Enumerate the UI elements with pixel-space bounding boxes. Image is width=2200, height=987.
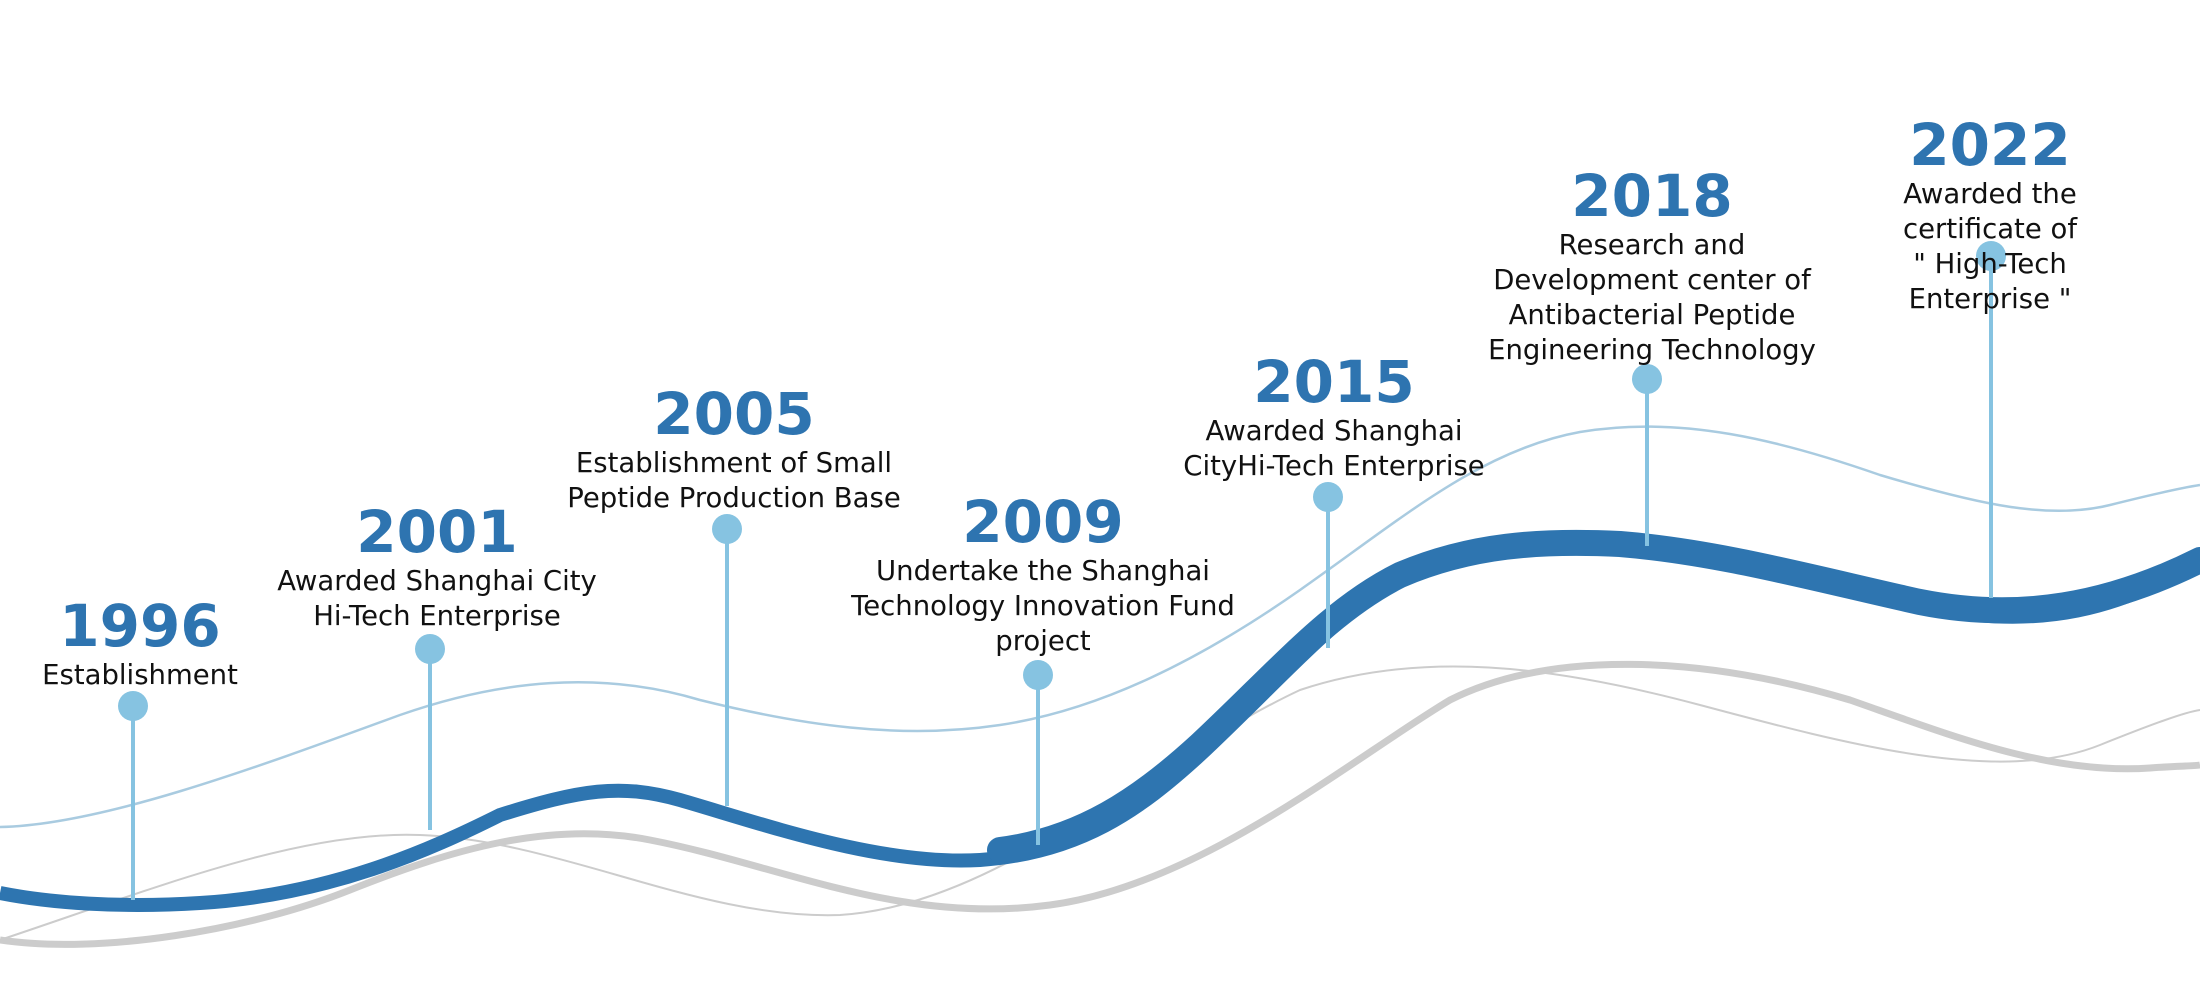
pin-dot-2001 [415, 634, 445, 664]
milestone-description: Research and Development center of Antib… [1488, 229, 1816, 366]
pin-dot-2018 [1632, 364, 1662, 394]
milestone-description: Awarded Shanghai City Hi-Tech Enterprise [277, 565, 597, 632]
milestone-2009: 2009 Undertake the Shanghai Technology I… [851, 490, 1235, 659]
milestone-2005: 2005 Establishment of Small Peptide Prod… [567, 382, 901, 516]
pin-dot-2022 [1976, 241, 2006, 271]
milestone-2018: 2018 Research and Development center of … [1488, 164, 1816, 368]
main-wave-thick-segment [987, 529, 2200, 863]
milestone-year: 2009 [962, 488, 1124, 556]
milestone-description: Undertake the Shanghai Technology Innova… [851, 555, 1235, 657]
pin-dot-2015 [1313, 482, 1343, 512]
pin-dot-2005 [712, 514, 742, 544]
milestone-year: 2005 [653, 380, 815, 448]
milestone-2015: 2015 Awarded Shanghai CityHi-Tech Enterp… [1183, 350, 1484, 484]
gray-wave-thick [0, 660, 2200, 948]
milestone-1996: 1996 Establishment [42, 594, 238, 693]
pins-layer [118, 241, 2006, 900]
milestone-year: 1996 [59, 592, 221, 660]
milestone-description: Establishment [42, 659, 238, 691]
milestone-2001: 2001 Awarded Shanghai City Hi-Tech Enter… [277, 500, 597, 634]
pin-dot-1996 [118, 691, 148, 721]
milestone-2022: 2022 Awarded the certificate of " High-T… [1885, 113, 2095, 317]
milestone-description: Awarded the certificate of " High-Tech E… [1902, 178, 2077, 315]
milestone-year: 2022 [1909, 111, 2071, 179]
pin-dot-2009 [1023, 660, 1053, 690]
milestone-description: Awarded Shanghai CityHi-Tech Enterprise [1183, 415, 1485, 482]
milestone-year: 2001 [356, 498, 518, 566]
milestone-year: 2018 [1571, 162, 1733, 230]
milestone-description: Establishment of Small Peptide Productio… [567, 447, 901, 514]
milestone-year: 2015 [1253, 348, 1415, 416]
